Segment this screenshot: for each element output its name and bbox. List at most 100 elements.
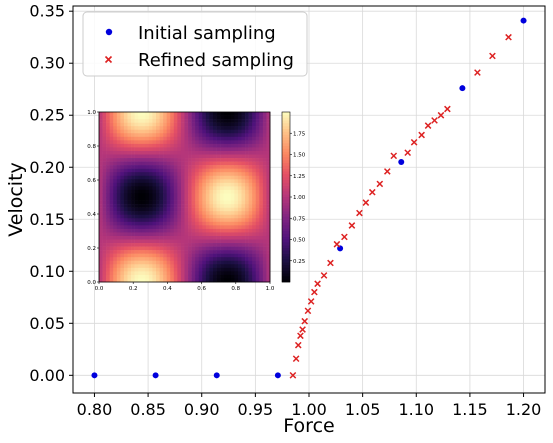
- heatmap-cell: [152, 179, 157, 184]
- heatmap-cell: [127, 119, 132, 123]
- heatmap-cell: [102, 228, 107, 233]
- scatter-points: [91, 17, 527, 379]
- heatmap-cell: [259, 239, 264, 244]
- heatmap-cell: [127, 271, 132, 276]
- heatmap-cell: [109, 278, 114, 283]
- heatmap-cell: [248, 193, 253, 198]
- heatmap-cell: [227, 257, 232, 262]
- heatmap-cell: [170, 119, 175, 123]
- heatmap-cell: [198, 207, 203, 212]
- heatmap-cell: [145, 140, 150, 145]
- heatmap-cell: [138, 182, 143, 187]
- heatmap-cell: [159, 278, 164, 283]
- heatmap-cell: [106, 253, 110, 258]
- heatmap-cell: [266, 207, 271, 212]
- heatmap-cell: [255, 140, 260, 145]
- heatmap-cell: [237, 232, 242, 237]
- heatmap-cell: [209, 221, 214, 226]
- heatmap-cell: [255, 143, 260, 148]
- heatmap-cell: [245, 228, 249, 233]
- heatmap-cell: [184, 204, 189, 208]
- heatmap-cell: [237, 211, 242, 216]
- colorbar-segment: [282, 279, 290, 283]
- heatmap-cell: [252, 218, 257, 223]
- heatmap-cell: [177, 115, 182, 120]
- heatmap-cell: [188, 193, 192, 198]
- heatmap-cell: [102, 257, 107, 262]
- heatmap-cell: [177, 193, 182, 198]
- heatmap-cell: [170, 150, 175, 155]
- heatmap-cell: [227, 175, 232, 180]
- heatmap-cell: [134, 165, 139, 169]
- heatmap-cell: [141, 186, 146, 191]
- heatmap-cell: [230, 235, 235, 240]
- heatmap-cell: [227, 136, 232, 141]
- heatmap-cell: [166, 143, 171, 148]
- heatmap-cell: [109, 264, 114, 269]
- heatmap-cell: [184, 267, 189, 272]
- heatmap-cell: [213, 115, 217, 120]
- heatmap-cell: [120, 140, 125, 145]
- heatmap-cell: [213, 179, 217, 184]
- heatmap-cell: [266, 168, 271, 173]
- heatmap-cell: [152, 112, 157, 116]
- heatmap-cell: [234, 246, 239, 251]
- heatmap-cell: [220, 136, 224, 141]
- heatmap-cell: [255, 133, 260, 138]
- heatmap-cell: [170, 225, 175, 230]
- heatmap-cell: [213, 133, 217, 138]
- heatmap-cell: [113, 250, 118, 254]
- heatmap-cell: [102, 193, 107, 198]
- heatmap-cell: [227, 228, 232, 233]
- colorbar-segment: [282, 171, 290, 175]
- heatmap-cell: [170, 246, 175, 251]
- heatmap-cell: [220, 119, 224, 123]
- colorbar-segment: [282, 242, 290, 246]
- heatmap-cell: [230, 168, 235, 173]
- colorbar-segment: [282, 267, 290, 271]
- heatmap-cell: [223, 228, 228, 233]
- heatmap-cell: [173, 218, 178, 223]
- heatmap-cell: [188, 136, 192, 141]
- heatmap-cell: [223, 136, 228, 141]
- heatmap-cell: [166, 122, 171, 127]
- heatmap-cell: [223, 175, 228, 180]
- heatmap-cell: [262, 243, 267, 247]
- heatmap-cell: [148, 172, 153, 177]
- heatmap-cell: [245, 112, 249, 116]
- heatmap-cell: [184, 122, 189, 127]
- heatmap-cell: [241, 186, 246, 191]
- heatmap-cell: [209, 274, 214, 279]
- heatmap-cell: [99, 278, 103, 283]
- heatmap-cell: [230, 182, 235, 187]
- heatmap-cell: [205, 218, 210, 223]
- heatmap-cell: [166, 140, 171, 145]
- heatmap-cell: [131, 221, 135, 226]
- heatmap-cell: [131, 257, 135, 262]
- heatmap-cell: [188, 119, 192, 123]
- colorbar: [282, 112, 290, 283]
- heatmap-cell: [209, 207, 214, 212]
- heatmap-cell: [262, 186, 267, 191]
- heatmap-cell: [152, 278, 157, 283]
- heatmap-cell: [127, 168, 132, 173]
- heatmap-cell: [262, 278, 267, 283]
- heatmap-cell: [170, 253, 175, 258]
- x-tick-label: 1.15: [452, 400, 488, 419]
- heatmap-cell: [102, 158, 107, 162]
- heatmap-cell: [213, 274, 217, 279]
- heatmap-cell: [241, 243, 246, 247]
- heatmap-cell: [202, 161, 207, 166]
- heatmap-cell: [220, 140, 224, 145]
- heatmap-cell: [234, 158, 239, 162]
- heatmap-cell: [163, 122, 167, 127]
- heatmap-cell: [170, 232, 175, 237]
- heatmap-cell: [145, 211, 150, 216]
- heatmap-cell: [216, 119, 221, 123]
- heatmap-cell: [234, 189, 239, 194]
- heatmap-cell: [248, 246, 253, 251]
- heatmap-cell: [166, 119, 171, 123]
- heatmap-cell: [237, 246, 242, 251]
- heatmap-cell: [252, 115, 257, 120]
- heatmap-cell: [163, 267, 167, 272]
